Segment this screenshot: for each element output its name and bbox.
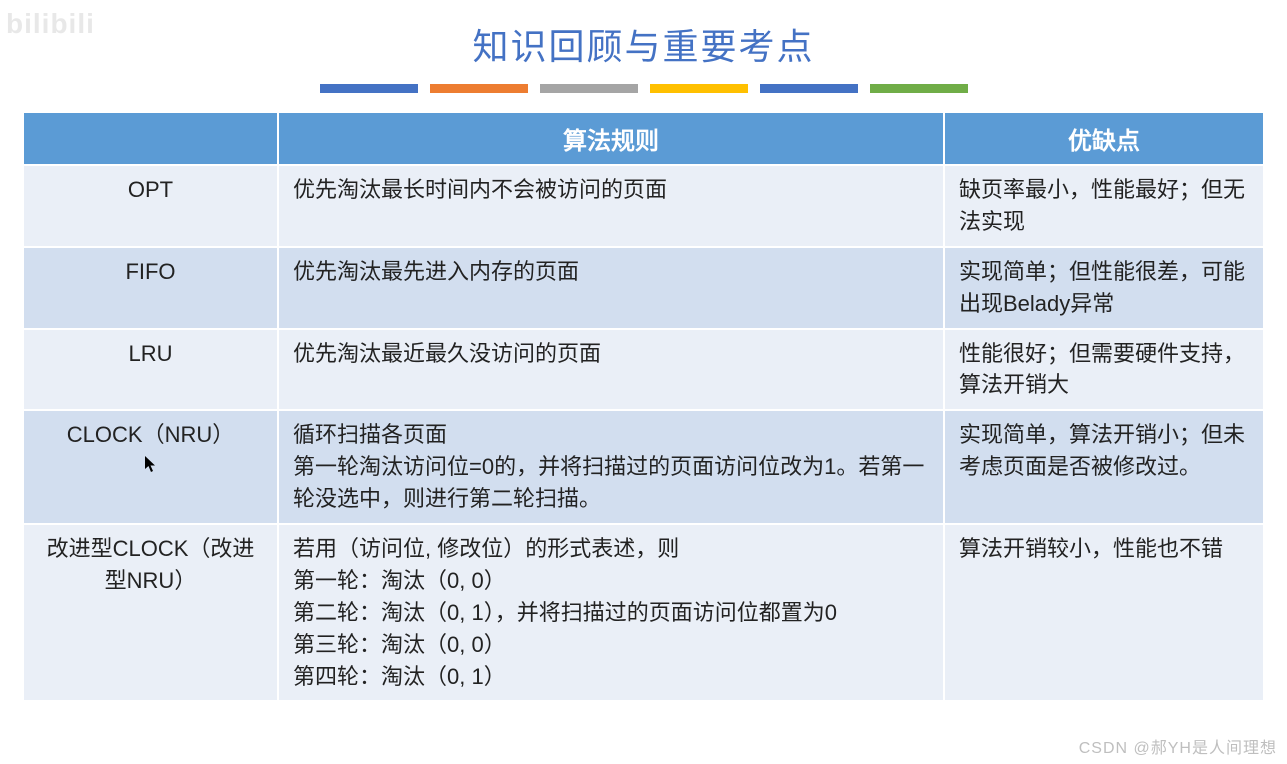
decorative-color-bars (0, 84, 1287, 93)
table-row: OPT 优先淘汰最长时间内不会被访问的页面 缺页率最小，性能最好；但无法实现 (23, 165, 1264, 247)
cell-pros: 实现简单；但性能很差，可能出现Belady异常 (944, 247, 1264, 329)
cell-name: OPT (23, 165, 278, 247)
watermark-bottom: CSDN @郝YH是人间理想 (1079, 734, 1277, 758)
cell-rule: 若用（访问位, 修改位）的形式表述，则 第一轮：淘汰（0, 0） 第二轮：淘汰（… (278, 524, 944, 701)
color-bar-5 (870, 84, 968, 93)
cell-name: 改进型CLOCK（改进型NRU） (23, 524, 278, 701)
comparison-table-wrap: 算法规则 优缺点 OPT 优先淘汰最长时间内不会被访问的页面 缺页率最小，性能最… (0, 111, 1287, 702)
color-bar-0 (320, 84, 418, 93)
table-body: OPT 优先淘汰最长时间内不会被访问的页面 缺页率最小，性能最好；但无法实现 F… (23, 165, 1264, 701)
col-header-rule: 算法规则 (278, 112, 944, 165)
cell-rule: 优先淘汰最先进入内存的页面 (278, 247, 944, 329)
table-row: 改进型CLOCK（改进型NRU） 若用（访问位, 修改位）的形式表述，则 第一轮… (23, 524, 1264, 701)
cell-name: LRU (23, 329, 278, 411)
color-bar-4 (760, 84, 858, 93)
color-bar-1 (430, 84, 528, 93)
cell-rule: 循环扫描各页面 第一轮淘汰访问位=0的，并将扫描过的页面访问位改为1。若第一轮没… (278, 410, 944, 524)
cell-name: FIFO (23, 247, 278, 329)
comparison-table: 算法规则 优缺点 OPT 优先淘汰最长时间内不会被访问的页面 缺页率最小，性能最… (22, 111, 1265, 702)
page-title: 知识回顾与重要考点 (0, 0, 1287, 70)
cell-rule: 优先淘汰最长时间内不会被访问的页面 (278, 165, 944, 247)
cell-name: CLOCK（NRU） (23, 410, 278, 524)
table-row: CLOCK（NRU） 循环扫描各页面 第一轮淘汰访问位=0的，并将扫描过的页面访… (23, 410, 1264, 524)
cell-pros: 实现简单，算法开销小；但未考虑页面是否被修改过。 (944, 410, 1264, 524)
watermark-top: bilibili (6, 8, 95, 40)
cell-pros: 性能很好；但需要硬件支持，算法开销大 (944, 329, 1264, 411)
cell-rule: 优先淘汰最近最久没访问的页面 (278, 329, 944, 411)
table-header-row: 算法规则 优缺点 (23, 112, 1264, 165)
color-bar-2 (540, 84, 638, 93)
cell-pros: 算法开销较小，性能也不错 (944, 524, 1264, 701)
color-bar-3 (650, 84, 748, 93)
table-row: LRU 优先淘汰最近最久没访问的页面 性能很好；但需要硬件支持，算法开销大 (23, 329, 1264, 411)
cell-pros: 缺页率最小，性能最好；但无法实现 (944, 165, 1264, 247)
col-header-pros: 优缺点 (944, 112, 1264, 165)
col-header-name (23, 112, 278, 165)
table-row: FIFO 优先淘汰最先进入内存的页面 实现简单；但性能很差，可能出现Belady… (23, 247, 1264, 329)
